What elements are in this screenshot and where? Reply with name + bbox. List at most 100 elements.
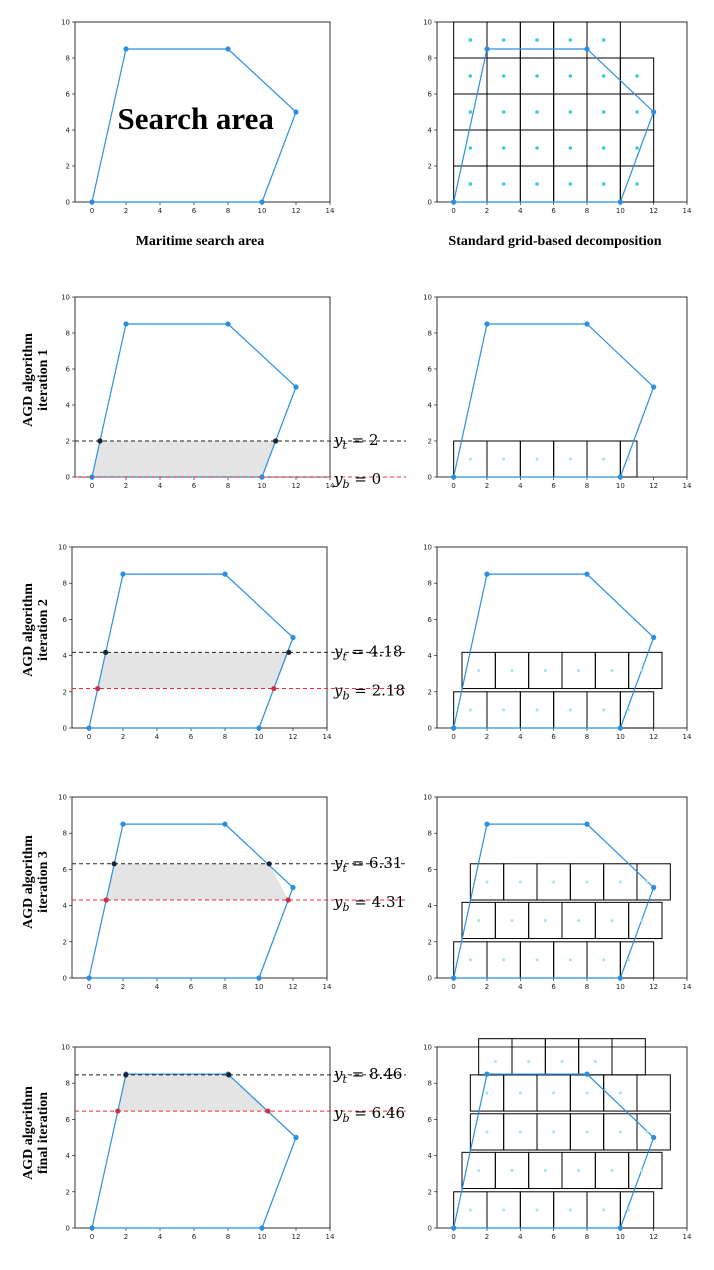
cell-center [627, 958, 631, 962]
cell-center [610, 918, 614, 922]
search-area-polygon [452, 1073, 655, 1229]
x-tick-label: 10 [258, 482, 267, 490]
polygon-vertex [584, 1071, 590, 1077]
cell-center [502, 457, 506, 461]
x-tick-label: 0 [451, 207, 455, 215]
scan-band [106, 863, 289, 900]
cell-center [468, 708, 472, 712]
bottom-intersection-point [95, 685, 101, 692]
search-area-polygon [91, 48, 297, 203]
grid-cell [586, 21, 621, 59]
y-tick-label: 8 [428, 55, 432, 63]
top-intersection-point [266, 861, 272, 867]
panels-layer: 0 2 4 6 8 10 12 14 0 2 4 6 8 10 Search area 0 2 4 6 8 10 12 14… [58, 19, 692, 1242]
y-tick-label: 6 [66, 1116, 71, 1124]
x-tick-label: 0 [90, 1233, 94, 1241]
cell-center [535, 457, 539, 461]
cell-center [501, 182, 506, 186]
x-tick-label: 2 [485, 733, 489, 741]
y-tick-label: 0 [428, 1225, 432, 1233]
cell-center [468, 1208, 472, 1212]
polygon-vertex [259, 199, 265, 205]
x-tick-label: 2 [121, 983, 125, 991]
cell-center [601, 38, 606, 42]
x-tick-label: 4 [518, 733, 523, 741]
cell-center [468, 146, 473, 150]
polygon-vertex [123, 46, 129, 52]
row-label-final-iteration-line2: final iteration [36, 1092, 51, 1174]
y-tick-label: 6 [428, 91, 433, 99]
polygon-vertex [451, 1225, 457, 1231]
x-tick-label: 8 [223, 983, 227, 991]
grid-cell [636, 1113, 671, 1151]
polygon-vertex [584, 571, 590, 577]
polygon-vertex [484, 321, 490, 327]
x-tick-label: 4 [158, 482, 163, 490]
cell-center [602, 1208, 606, 1212]
bottom-intersection-point [115, 1108, 121, 1114]
x-tick-label: 12 [649, 733, 658, 741]
y-tick-label: 2 [66, 438, 70, 446]
panel-standard-grid-decomposition: 0 2 4 6 8 10 12 14 0 2 4 6 8 10 [423, 19, 692, 216]
labels-layer: Maritime search area Standard grid-based… [21, 234, 662, 1180]
annotation-y-top: yt = 2 [333, 431, 379, 452]
polygon-vertex [89, 1225, 95, 1231]
x-tick-label: 2 [121, 733, 125, 741]
grid-cell [619, 57, 655, 95]
cell-center [502, 1208, 506, 1212]
row-label-iteration-3-line1: AGD algorithm [21, 835, 36, 929]
x-tick-label: 8 [226, 1233, 230, 1241]
x-tick-label: 4 [518, 1233, 523, 1241]
y-tick-label: 4 [428, 402, 433, 410]
top-intersection-point [286, 649, 292, 655]
y-tick-label: 2 [428, 688, 432, 696]
polygon-vertex [225, 46, 231, 52]
y-tick-label: 8 [66, 1080, 70, 1088]
cell-center [568, 457, 572, 461]
polygon-vertex [120, 821, 126, 827]
x-tick-label: 10 [616, 733, 625, 741]
y-tick-label: 8 [428, 580, 432, 588]
polygon-vertex [290, 634, 296, 641]
x-tick-label: 2 [124, 207, 128, 215]
y-tick-label: 6 [428, 616, 433, 624]
annotation-y-bottom: yb = 0 [333, 470, 381, 491]
x-tick-label: 12 [649, 1233, 658, 1241]
y-tick-label: 2 [63, 938, 67, 946]
polygon-vertex [89, 199, 95, 205]
cell-center [543, 918, 547, 922]
x-tick-label: 0 [87, 983, 91, 991]
x-tick-label: 10 [616, 482, 625, 490]
x-tick-label: 14 [683, 1233, 692, 1241]
x-tick-label: 10 [258, 1233, 267, 1241]
y-tick-label: 8 [428, 830, 432, 838]
cell-center [618, 1091, 622, 1095]
x-tick-label: 10 [255, 983, 264, 991]
y-tick-label: 0 [66, 474, 70, 482]
cell-center [501, 74, 506, 78]
cell-center [468, 958, 472, 962]
y-tick-label: 6 [63, 616, 68, 624]
x-tick-label: 2 [485, 207, 489, 215]
axes-frame [436, 296, 688, 478]
polygon-vertex [617, 975, 623, 981]
y-tick-label: 6 [66, 91, 71, 99]
x-tick-label: 2 [124, 482, 128, 490]
polygon-vertex [259, 1225, 265, 1231]
cell-center [577, 918, 581, 922]
cell-center [468, 182, 473, 186]
cell-center [577, 668, 581, 672]
x-tick-label: 14 [323, 983, 332, 991]
cell-center [577, 1168, 581, 1172]
search-area-polygon [88, 823, 294, 979]
cell-center [627, 708, 631, 712]
polygon-vertex [256, 975, 262, 981]
search-area-polygon [452, 48, 655, 203]
x-tick-label: 4 [155, 983, 160, 991]
x-tick-label: 10 [258, 207, 267, 215]
polygon-vertex [651, 384, 657, 390]
cell-center [635, 74, 639, 78]
x-tick-label: 0 [90, 207, 94, 215]
x-tick-label: 14 [683, 733, 692, 741]
